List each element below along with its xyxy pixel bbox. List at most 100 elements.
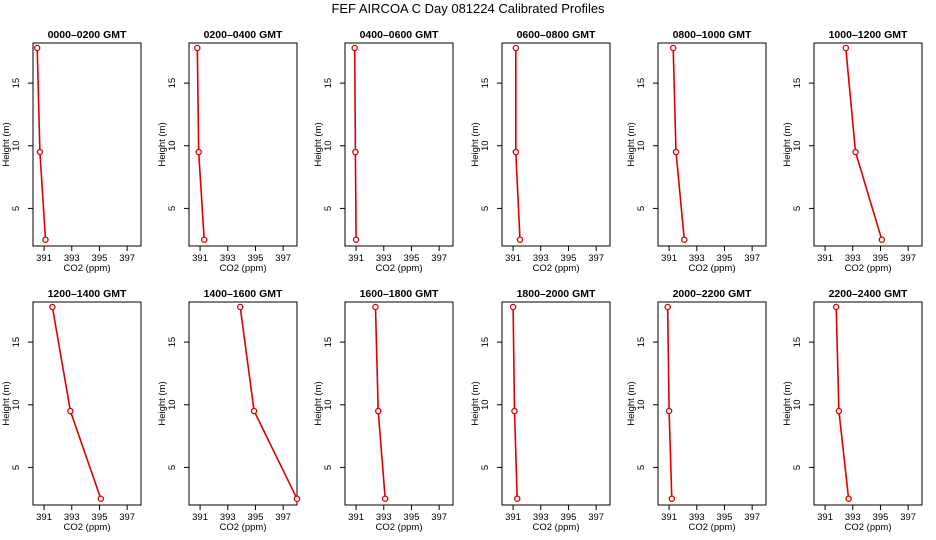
data-point (511, 407, 518, 415)
y-tick-label: 5 (636, 465, 647, 470)
y-tick-label: 15 (167, 337, 178, 348)
y-tick-label: 5 (323, 206, 334, 211)
panel-title: 1600–1800 GMT (360, 288, 439, 300)
profile-line (666, 306, 673, 499)
y-tick-label: 10 (636, 140, 647, 151)
y-tick-label: 15 (480, 337, 491, 348)
plot-frame (32, 42, 142, 247)
x-tick-label: 397 (588, 253, 604, 264)
y-tick-label: 10 (480, 140, 491, 151)
y-tick-label: 5 (480, 206, 491, 211)
x-tick-label: 391 (817, 253, 833, 264)
y-tick-label: 5 (323, 465, 334, 470)
x-tick-label: 393 (533, 512, 549, 523)
y-tick-label: 15 (11, 337, 22, 348)
data-point (36, 148, 44, 156)
data-point (832, 303, 840, 311)
x-tick-label: 391 (192, 512, 208, 523)
y-axis-label: Height (m) (470, 122, 481, 166)
data-point (664, 303, 671, 311)
x-axis-label: CO2 (ppm) (64, 522, 111, 533)
x-tick-label: 391 (505, 253, 521, 264)
panel-title: 1400–1600 GMT (204, 288, 283, 300)
x-axis-label: CO2 (ppm) (376, 263, 423, 274)
x-tick-label: 391 (36, 253, 52, 264)
data-point (293, 495, 301, 502)
x-tick-label: 397 (431, 253, 447, 264)
panel-title: 0800–1000 GMT (673, 29, 752, 41)
y-tick-label: 10 (167, 399, 178, 410)
profile-line (239, 306, 298, 500)
y-tick-label: 5 (167, 206, 178, 211)
data-point (669, 44, 677, 52)
data-point (668, 495, 676, 502)
y-tick-label: 10 (480, 399, 491, 410)
x-tick-label: 393 (220, 512, 236, 523)
profile-line (672, 47, 686, 240)
y-axis-label: Height (m) (313, 381, 324, 425)
y-tick-label: 5 (792, 465, 803, 470)
x-axis-label: CO2 (ppm) (689, 263, 736, 274)
y-axis-label: Height (m) (157, 381, 168, 425)
x-tick-label: 397 (275, 512, 291, 523)
plot-frame (32, 301, 142, 506)
x-tick-label: 397 (744, 512, 760, 523)
panel-title: 2200–2400 GMT (829, 288, 908, 300)
y-tick-label: 15 (323, 337, 334, 348)
panel-title: 0400–0600 GMT (360, 29, 439, 41)
y-tick-label: 5 (480, 465, 491, 470)
panel-title: 1800–2000 GMT (517, 288, 596, 300)
x-tick-label: 393 (533, 253, 549, 264)
data-point (33, 44, 41, 52)
y-tick-label: 10 (792, 399, 803, 410)
y-axis-label: Height (m) (782, 381, 793, 425)
x-tick-label: 393 (64, 512, 80, 523)
profile-line (514, 48, 521, 240)
y-tick-label: 10 (167, 140, 178, 151)
profile-line (374, 306, 386, 499)
x-tick-label: 393 (376, 253, 392, 264)
x-tick-label: 393 (376, 512, 392, 523)
profile-line (353, 47, 357, 240)
data-point (351, 44, 358, 52)
panel-title: 0200–0400 GMT (204, 29, 283, 41)
x-tick-label: 393 (689, 253, 705, 264)
x-tick-label: 393 (845, 512, 861, 523)
data-point (665, 407, 673, 415)
data-point (681, 236, 688, 243)
data-point (512, 44, 520, 52)
x-tick-label: 391 (348, 512, 364, 523)
x-tick-label: 395 (561, 253, 577, 264)
x-tick-label: 397 (275, 253, 291, 264)
plot-frame (813, 42, 923, 247)
y-tick-label: 5 (792, 206, 803, 211)
plot-frame (657, 42, 767, 247)
x-tick-label: 391 (817, 512, 833, 523)
panel-title: 1000–1200 GMT (829, 29, 908, 41)
x-tick-label: 397 (900, 253, 916, 264)
x-tick-label: 395 (873, 512, 889, 523)
x-axis-label: CO2 (ppm) (689, 522, 736, 533)
y-axis-label: Height (m) (1, 381, 12, 425)
panel-title: 0000–0200 GMT (48, 29, 127, 41)
panel-title: 2000–2200 GMT (673, 288, 752, 300)
data-point (672, 148, 680, 156)
x-tick-label: 397 (119, 253, 135, 264)
data-point (195, 148, 202, 156)
x-tick-label: 391 (505, 512, 521, 523)
x-axis-label: CO2 (ppm) (533, 263, 580, 274)
data-point (352, 236, 360, 243)
data-point (352, 148, 359, 156)
y-tick-label: 10 (792, 140, 803, 151)
y-tick-label: 15 (636, 78, 647, 89)
y-tick-label: 15 (636, 337, 647, 348)
x-tick-label: 397 (588, 512, 604, 523)
data-point (194, 44, 201, 52)
y-tick-label: 15 (480, 78, 491, 89)
y-tick-label: 15 (167, 78, 178, 89)
x-tick-label: 395 (561, 512, 577, 523)
x-axis-label: CO2 (ppm) (845, 522, 892, 533)
data-point (374, 407, 382, 415)
x-tick-label: 395 (404, 253, 420, 264)
